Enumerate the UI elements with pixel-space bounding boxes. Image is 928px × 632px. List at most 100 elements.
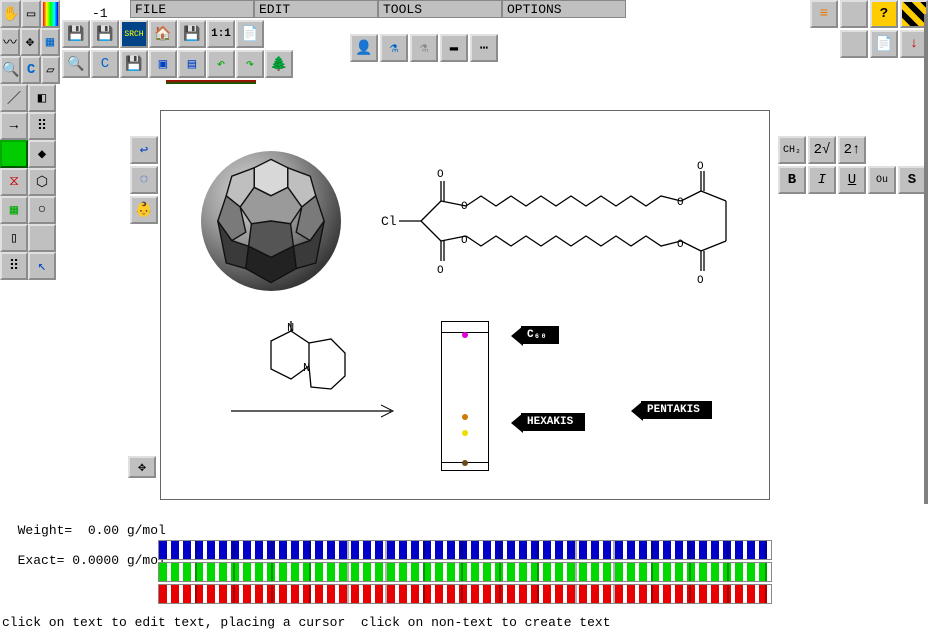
zoom-icon[interactable]: 🔍 <box>0 56 21 84</box>
right-border <box>924 14 928 504</box>
svg-text:N: N <box>303 361 310 375</box>
right-toolbar: ≡ ? 📄 ↓ <box>810 0 928 58</box>
tlc-plate <box>441 321 489 471</box>
exact-value: 0.0000 g/mol <box>72 553 166 568</box>
bar-black-icon[interactable]: ▬ <box>440 34 468 62</box>
move-handle-icon[interactable]: ✥ <box>128 456 156 478</box>
hand-tool-icon[interactable]: ✋ <box>0 0 21 28</box>
tlc-spot-2 <box>462 414 468 420</box>
rect-select-icon[interactable]: ▭ <box>21 0 40 28</box>
lasso-icon[interactable]: 〰 <box>0 28 20 56</box>
undo-icon[interactable]: ↶ <box>207 50 235 78</box>
dbu-structure: N N <box>241 321 361 411</box>
dots-horizontal-icon[interactable]: ⋯ <box>470 34 498 62</box>
svg-text:O: O <box>437 265 444 277</box>
sqrt2-button[interactable]: 2√ <box>808 136 836 164</box>
disk-set-icon[interactable]: 💾 <box>120 50 148 78</box>
svg-text:O: O <box>461 201 468 213</box>
benzene-icon[interactable]: ⬡ <box>28 168 56 196</box>
redo-icon[interactable]: ↷ <box>236 50 264 78</box>
color-strip-green[interactable] <box>158 562 772 582</box>
svg-text:O: O <box>697 275 704 287</box>
eraser-icon[interactable]: ◧ <box>28 84 56 112</box>
status-readout: Weight= 0.00 g/mol Exact= 0.0000 g/mol <box>2 508 166 568</box>
menu-options[interactable]: OPTIONS <box>502 0 626 18</box>
win2-icon[interactable]: ▤ <box>178 50 206 78</box>
paper-icon[interactable]: 📄 <box>870 30 898 58</box>
left-toolbar: ✋ ▭ 〰 ✥ ▦ 🔍 C ▱ ／ ◧ → ⠿ ◆ ⧖ ⬡ ▦ ○ ▯ ⠿ ↖ <box>0 0 60 280</box>
cl-label: Cl <box>381 214 397 229</box>
eraser-small-icon[interactable]: ▱ <box>41 56 60 84</box>
arrow-tool-icon[interactable]: → <box>0 112 28 140</box>
tree-icon[interactable]: 🌲 <box>265 50 293 78</box>
search-icon[interactable]: SRCH <box>120 20 148 48</box>
cursor-blue-icon[interactable]: ↖ <box>28 252 56 280</box>
ring-gray-icon[interactable]: ○ <box>28 196 56 224</box>
svg-text:O: O <box>461 235 468 247</box>
fullerene-graphic <box>201 151 341 291</box>
beaker-gray-icon[interactable]: ⚗ <box>410 34 438 62</box>
gray-shape-icon[interactable]: ◆ <box>28 140 56 168</box>
bars-icon[interactable] <box>41 0 60 28</box>
menu-file[interactable]: FILE <box>130 0 254 18</box>
weight-value: 0.00 g/mol <box>88 523 166 538</box>
ch2-button[interactable]: CH₂ <box>778 136 806 164</box>
help-icon[interactable]: ? <box>870 0 898 28</box>
move-arrows-icon[interactable]: ✥ <box>20 28 40 56</box>
dots-grid-icon[interactable]: ⠿ <box>28 112 56 140</box>
line-tool-icon[interactable]: ／ <box>0 84 28 112</box>
blank-icon[interactable] <box>28 224 56 252</box>
green-box-icon[interactable] <box>0 140 28 168</box>
arrow-back-blue-icon[interactable]: ↩ <box>130 136 158 164</box>
label-minus-one: -1 <box>92 6 108 21</box>
home-icon[interactable]: 🏠 <box>149 20 177 48</box>
save-disk-icon[interactable]: 💾 <box>91 20 119 48</box>
color-strip-red[interactable] <box>158 584 772 604</box>
barcode-orange-icon[interactable]: ≡ <box>810 0 838 28</box>
scale-1to1-icon[interactable]: 1:1 <box>207 20 235 48</box>
zoom2-icon[interactable]: 🔍 <box>62 50 90 78</box>
page-white-icon[interactable]: 📄 <box>236 20 264 48</box>
strike-button[interactable]: S <box>898 166 926 194</box>
domino-icon[interactable]: ⠿ <box>0 252 28 280</box>
tlc-spot-4 <box>462 460 468 466</box>
template-icon[interactable]: ▦ <box>40 28 60 56</box>
drawing-canvas[interactable]: Cl O O O O O O O O N N C₆₀ HEXAKIS PENTA… <box>160 110 770 500</box>
float-toolbar: ↩ ◌ 👶 <box>130 136 158 224</box>
svg-text:O: O <box>697 161 704 173</box>
label-pentakis: PENTAKIS <box>641 401 712 419</box>
bold-button[interactable]: B <box>778 166 806 194</box>
chain-structure: Cl O O O O O O O O <box>381 151 761 291</box>
svg-text:O: O <box>677 197 684 209</box>
beaker-blue-icon[interactable]: ⚗ <box>380 34 408 62</box>
sup2-button[interactable]: 2↑ <box>838 136 866 164</box>
gray1-icon[interactable] <box>840 0 868 28</box>
floppy-orange-icon[interactable]: 💾 <box>178 20 206 48</box>
format-toolbar: CH₂ 2√ 2↑ B I U Ou S <box>778 136 926 194</box>
italic-button[interactable]: I <box>808 166 836 194</box>
tlc-spot-3 <box>462 430 468 436</box>
orbital-icon[interactable]: ⧖ <box>0 168 28 196</box>
color-strip-blue[interactable] <box>158 540 772 560</box>
menubar: FILE EDIT TOOLS OPTIONS <box>130 0 626 18</box>
person-pink-icon[interactable]: 👶 <box>130 196 158 224</box>
page-icon[interactable]: ▯ <box>0 224 28 252</box>
c2-icon[interactable]: C <box>91 50 119 78</box>
gray2-icon[interactable] <box>840 30 868 58</box>
mid-palette: 👤 ⚗ ⚗ ▬ ⋯ <box>350 34 498 62</box>
svg-text:N: N <box>287 321 294 335</box>
grid-green-icon[interactable]: ▦ <box>0 196 28 224</box>
menu-tools[interactable]: TOOLS <box>378 0 502 18</box>
win1-icon[interactable]: ▣ <box>149 50 177 78</box>
outline-button[interactable]: Ou <box>868 166 896 194</box>
tlc-spot-c60 <box>462 332 468 338</box>
label-c60: C₆₀ <box>521 326 559 344</box>
cycle-blue-icon[interactable]: ◌ <box>130 166 158 194</box>
c-label-icon[interactable]: C <box>21 56 40 84</box>
person-orange-icon[interactable]: 👤 <box>350 34 378 62</box>
reaction-arrow <box>231 401 401 421</box>
save-blue-icon[interactable]: 💾 <box>62 20 90 48</box>
label-hexakis: HEXAKIS <box>521 413 585 431</box>
underline-button[interactable]: U <box>838 166 866 194</box>
menu-edit[interactable]: EDIT <box>254 0 378 18</box>
